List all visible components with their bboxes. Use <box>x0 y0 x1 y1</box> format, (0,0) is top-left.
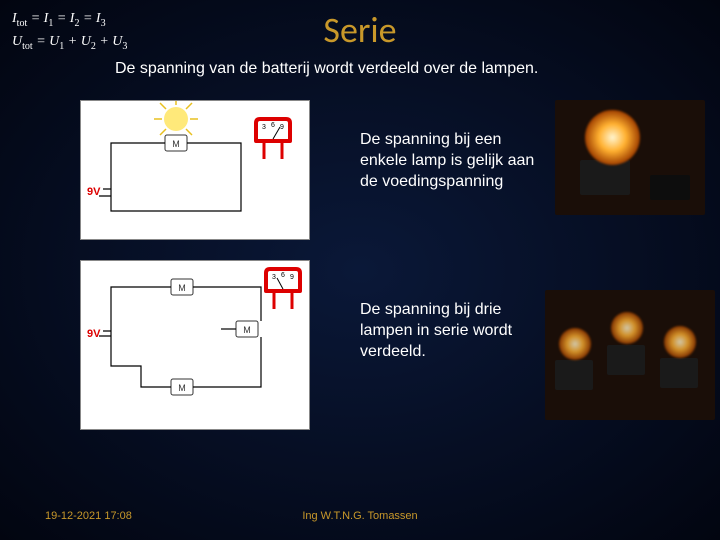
svg-text:M: M <box>243 325 251 335</box>
svg-text:6: 6 <box>271 122 275 129</box>
voltmeter-icon-2: 3 6 9 <box>266 269 300 309</box>
svg-text:6: 6 <box>281 272 285 279</box>
svg-text:9: 9 <box>290 274 294 281</box>
circuit-svg-1: M 9V 3 6 9 <box>81 101 311 241</box>
svg-text:M: M <box>178 283 186 293</box>
circuit-diagram-single: M 9V 3 6 9 <box>80 100 310 240</box>
svg-text:3: 3 <box>272 274 276 281</box>
caption-three-lamps: De spanning bij drie lampen in serie wor… <box>360 300 540 362</box>
slide-title: Serie <box>0 8 720 52</box>
svg-text:9: 9 <box>280 124 284 131</box>
photo-three-lamps <box>545 290 715 420</box>
svg-text:M: M <box>178 383 186 393</box>
battery-label-1: 9V <box>87 186 101 198</box>
circuit-diagram-three: M M M 9V 3 6 9 <box>80 260 310 430</box>
photo-single-lamp <box>555 100 705 215</box>
slide-subtitle: De spanning van de batterij wordt verdee… <box>115 60 538 78</box>
battery-label-2: 9V <box>87 328 101 340</box>
footer-author: Ing W.T.N.G. Tomassen <box>0 510 720 522</box>
meter-label: M <box>172 139 180 149</box>
voltmeter-icon: 3 6 9 <box>256 119 290 159</box>
svg-text:3: 3 <box>262 124 266 131</box>
circuit-svg-2: M M M 9V 3 6 9 <box>81 261 311 431</box>
caption-single-lamp: De spanning bij een enkele lamp is gelij… <box>360 130 540 192</box>
